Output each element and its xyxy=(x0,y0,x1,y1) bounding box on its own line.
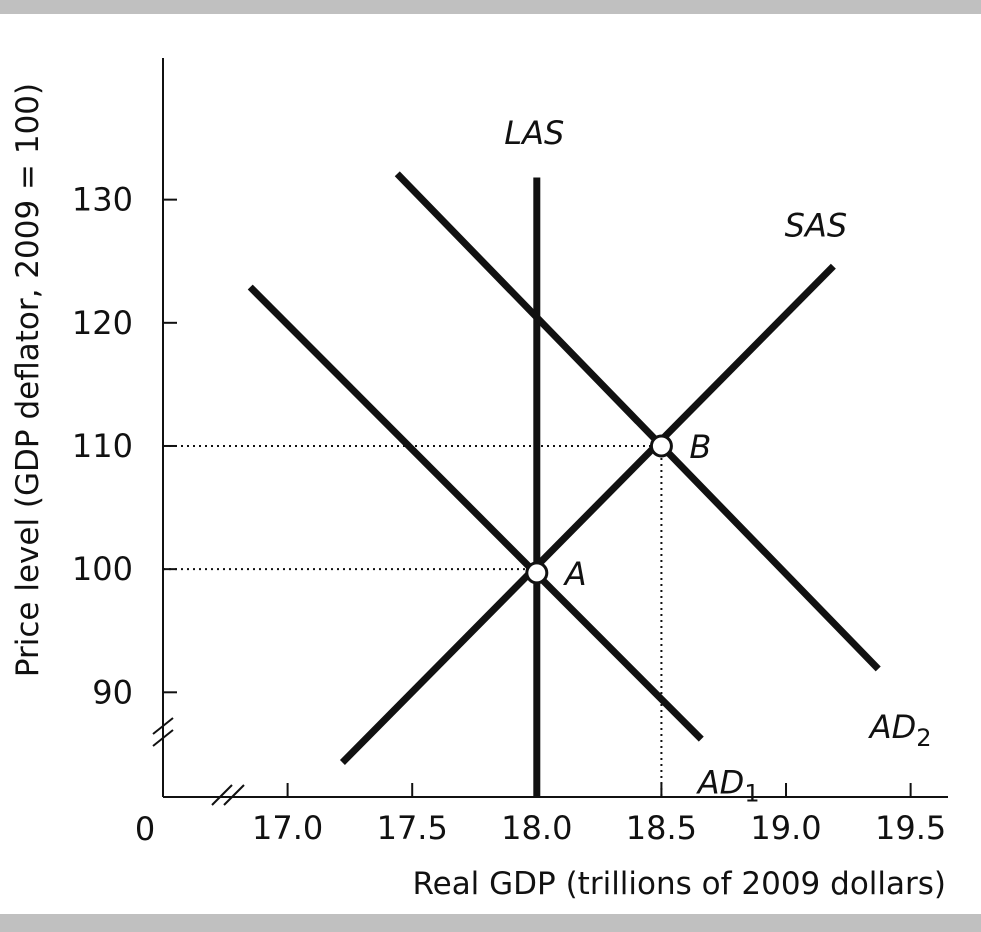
y-tick-label: 130 xyxy=(72,181,133,219)
ad2-curve xyxy=(394,171,881,672)
bottom-band xyxy=(0,914,981,932)
x-tick-label: 19.0 xyxy=(750,809,821,847)
origin-label: 0 xyxy=(135,810,155,848)
y-tick-label: 100 xyxy=(72,550,133,588)
x-ticks: 17.0 17.5 18.0 18.5 19.0 19.5 xyxy=(252,783,946,847)
sas-curve xyxy=(339,263,836,765)
ad1-label: AD1 xyxy=(696,763,760,807)
ad1-curve xyxy=(247,284,704,742)
x-tick-label: 17.0 xyxy=(252,809,323,847)
equilibrium-points: AB xyxy=(525,428,711,593)
x-tick-label: 19.5 xyxy=(875,809,946,847)
x-tick-label: 17.5 xyxy=(377,809,448,847)
point-b-label: B xyxy=(689,428,711,466)
ad2-label: AD2 xyxy=(868,708,932,752)
las-label: LAS xyxy=(504,114,564,152)
axes: 0 xyxy=(135,58,948,848)
y-axis-break xyxy=(152,717,174,747)
x-tick-label: 18.0 xyxy=(501,809,572,847)
curves: LAS SAS AD1 AD2 xyxy=(247,114,932,807)
x-tick-label: 18.5 xyxy=(626,809,697,847)
top-band xyxy=(0,0,981,14)
y-ticks: 90 100 110 120 130 xyxy=(72,181,177,711)
x-axis-title: Real GDP (trillions of 2009 dollars) xyxy=(412,866,946,902)
y-tick-label: 90 xyxy=(92,673,133,711)
x-axis-break xyxy=(211,784,245,806)
dotted-guides xyxy=(163,444,663,797)
point-a-marker xyxy=(525,561,549,585)
point-a-label: A xyxy=(563,555,587,593)
sas-label: SAS xyxy=(785,207,848,245)
y-tick-label: 120 xyxy=(72,304,133,342)
y-axis-title: Price level (GDP deflator, 2009 = 100) xyxy=(10,83,46,677)
y-tick-label: 110 xyxy=(72,427,133,465)
point-b-marker xyxy=(649,434,673,458)
